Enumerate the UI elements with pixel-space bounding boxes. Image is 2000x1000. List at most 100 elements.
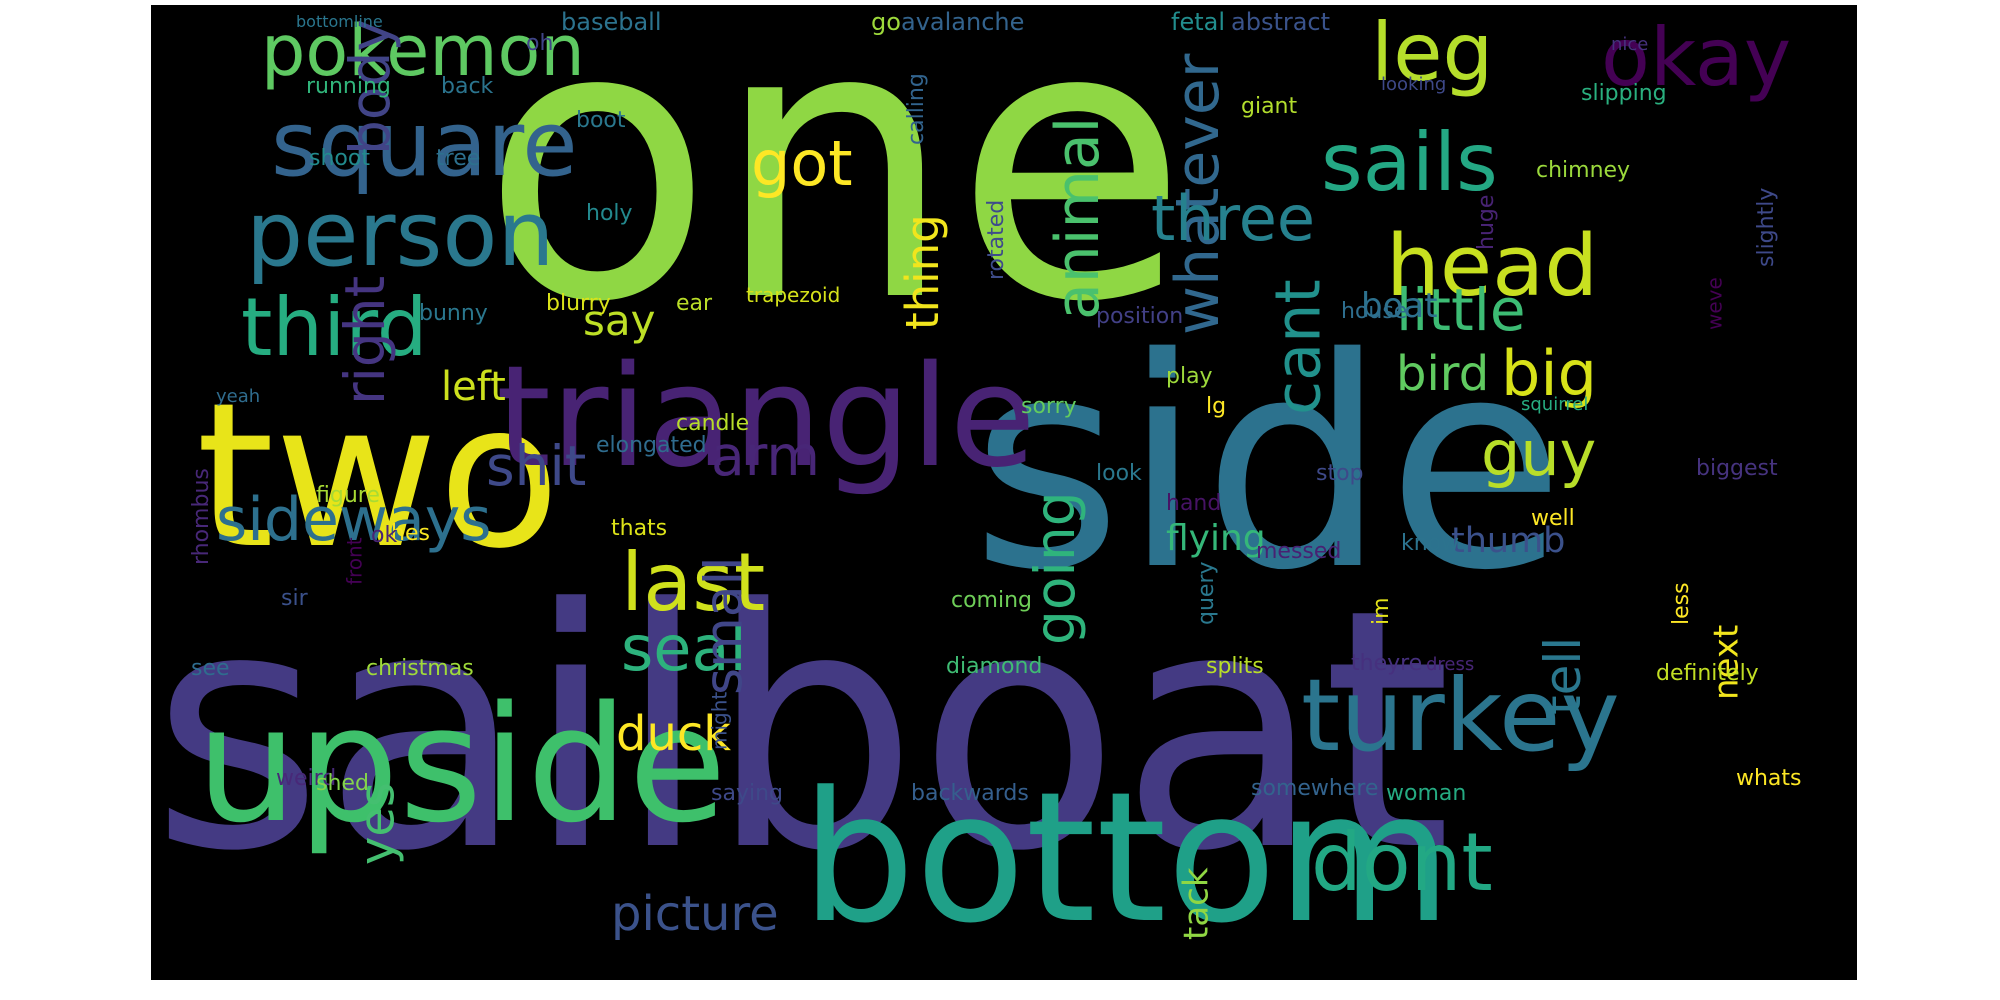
cloud-word-ear: ear [676,291,713,316]
cloud-word-arm: arm [711,424,820,488]
cloud-word-little: little [1396,276,1526,344]
cloud-word-play: play [1166,364,1213,389]
cloud-word-rhombus: rhombus [189,468,214,565]
cloud-word-calling: calling [904,73,929,145]
cloud-word-shed: shed [316,771,369,796]
cloud-word-weve: weve [1703,277,1727,330]
cloud-word-stop: stop [1316,461,1364,486]
cloud-word-square: square [271,92,578,197]
cloud-word-big: big [1501,337,1597,410]
cloud-word-diamond: diamond [946,654,1042,679]
cloud-word-abstract: abstract [1231,8,1330,36]
cloud-word-bird: bird [1396,346,1489,402]
word-cloud: one sailboat side two bottom upside triangle tu… [151,5,1857,980]
cloud-word-one: one [481,5,1188,385]
cloud-word-thats: thats [611,516,667,541]
cloud-word-seal: seal [621,612,747,685]
cloud-word-theyre: theyre [1351,651,1422,676]
cloud-word-nice: nice [1611,34,1648,55]
cloud-word-hes: hes [391,521,430,546]
cloud-word-shit: shit [486,434,586,498]
cloud-word-yes: yes [349,782,405,865]
cloud-word-house: house [1341,299,1407,324]
cloud-word-rotated: rotated [984,200,1009,280]
cloud-word-next: next [1707,625,1747,700]
cloud-word-guy: guy [1481,417,1596,490]
cloud-word-cant: cant [1261,279,1334,415]
cloud-word-pokemon: pokemon [261,10,585,92]
cloud-word-giant: giant [1241,94,1298,119]
cloud-word-animal: animal [1043,117,1113,320]
cloud-word-figure: figure [316,483,380,508]
cloud-word-upside: upside [196,671,727,858]
cloud-word-trapezoid: trapezoid [746,283,840,307]
cloud-word-backwards: backwards [911,781,1029,806]
cloud-word-saying: saying [711,781,783,806]
cloud-word-head: head [1386,217,1598,316]
cloud-word-christmas: christmas [366,656,474,681]
cloud-word-body: body [338,19,402,155]
cloud-word-somewhere: somewhere [1251,776,1378,801]
cloud-word-messed: messed [1256,539,1341,564]
cloud-word-two: two [196,360,560,593]
cloud-word-third: third [241,281,428,374]
cloud-word-woman: woman [1386,781,1466,806]
cloud-word-lg: lg [1206,394,1226,419]
cloud-word-fetal: fetal [1171,8,1225,36]
cloud-word-chimney: chimney [1536,158,1630,183]
cloud-word-baseball: baseball [561,8,662,36]
cloud-word-hand: hand [1166,491,1221,516]
cloud-word-tree: tree [436,146,480,171]
cloud-word-sideways: sideways [216,485,492,555]
cloud-word-sails: sails [1321,116,1498,209]
cloud-word-whats: whats [1736,766,1802,791]
cloud-word-flying: flying [1166,518,1266,559]
cloud-word-holy: holy [586,201,633,226]
cloud-word-im: im [1369,597,1394,625]
cloud-word-oh: oh [526,31,553,56]
cloud-word-bottom: bottom [801,754,1452,963]
cloud-word-slipping: slipping [1581,81,1667,106]
cloud-word-might: might [708,692,732,750]
cloud-word-boat: boat [1361,286,1438,326]
cloud-word-leg: leg [1371,6,1493,99]
cloud-word-bottomline: bottomline [296,12,383,31]
cloud-word-three: three [1151,182,1315,255]
cloud-word-whatever: whatever [1163,53,1233,335]
cloud-word-tack: tack [1177,867,1217,940]
cloud-word-weird: weird [276,766,336,791]
cloud-word-person: person [246,182,555,287]
cloud-word-back: back [441,74,494,99]
cloud-word-thing: thing [896,214,949,330]
cloud-word-biggest: biggest [1696,456,1778,481]
cloud-word-avalanche: avalanche [901,8,1024,36]
cloud-word-sorry: sorry [1021,394,1077,419]
cloud-word-see: see [191,656,230,681]
cloud-word-turkey: turkey [1301,657,1620,774]
cloud-word-squirrel: squirrel [1521,394,1588,415]
cloud-word-well: well [1531,506,1575,531]
cloud-word-say: say [583,296,655,345]
cloud-word-splits: splits [1206,654,1264,679]
cloud-word-blurry: blurry [546,291,611,316]
cloud-word-small: small [695,556,755,695]
cloud-word-sailboat: sailboat [151,539,1452,923]
cloud-word-query: query [1194,561,1219,625]
cloud-word-coming: coming [951,588,1032,613]
cloud-word-shoot: shoot [309,146,370,171]
cloud-word-side: side [971,297,1565,634]
cloud-word-go: go [871,8,901,36]
cloud-word-elongated: elongated [596,433,707,458]
cloud-word-got: got [751,127,853,200]
cloud-word-huge: huge [1474,195,1499,250]
cloud-word-bunny: bunny [419,301,488,326]
cloud-word-front: front [343,537,367,585]
cloud-word-picture: picture [611,886,779,942]
cloud-word-last: last [621,536,765,629]
cloud-word-boot: boot [576,108,626,133]
cloud-word-triangle: triangle [496,336,1036,499]
cloud-word-ok: ok [371,523,397,548]
cloud-word-duck: duck [616,706,731,762]
cloud-word-yeah: yeah [216,386,260,407]
